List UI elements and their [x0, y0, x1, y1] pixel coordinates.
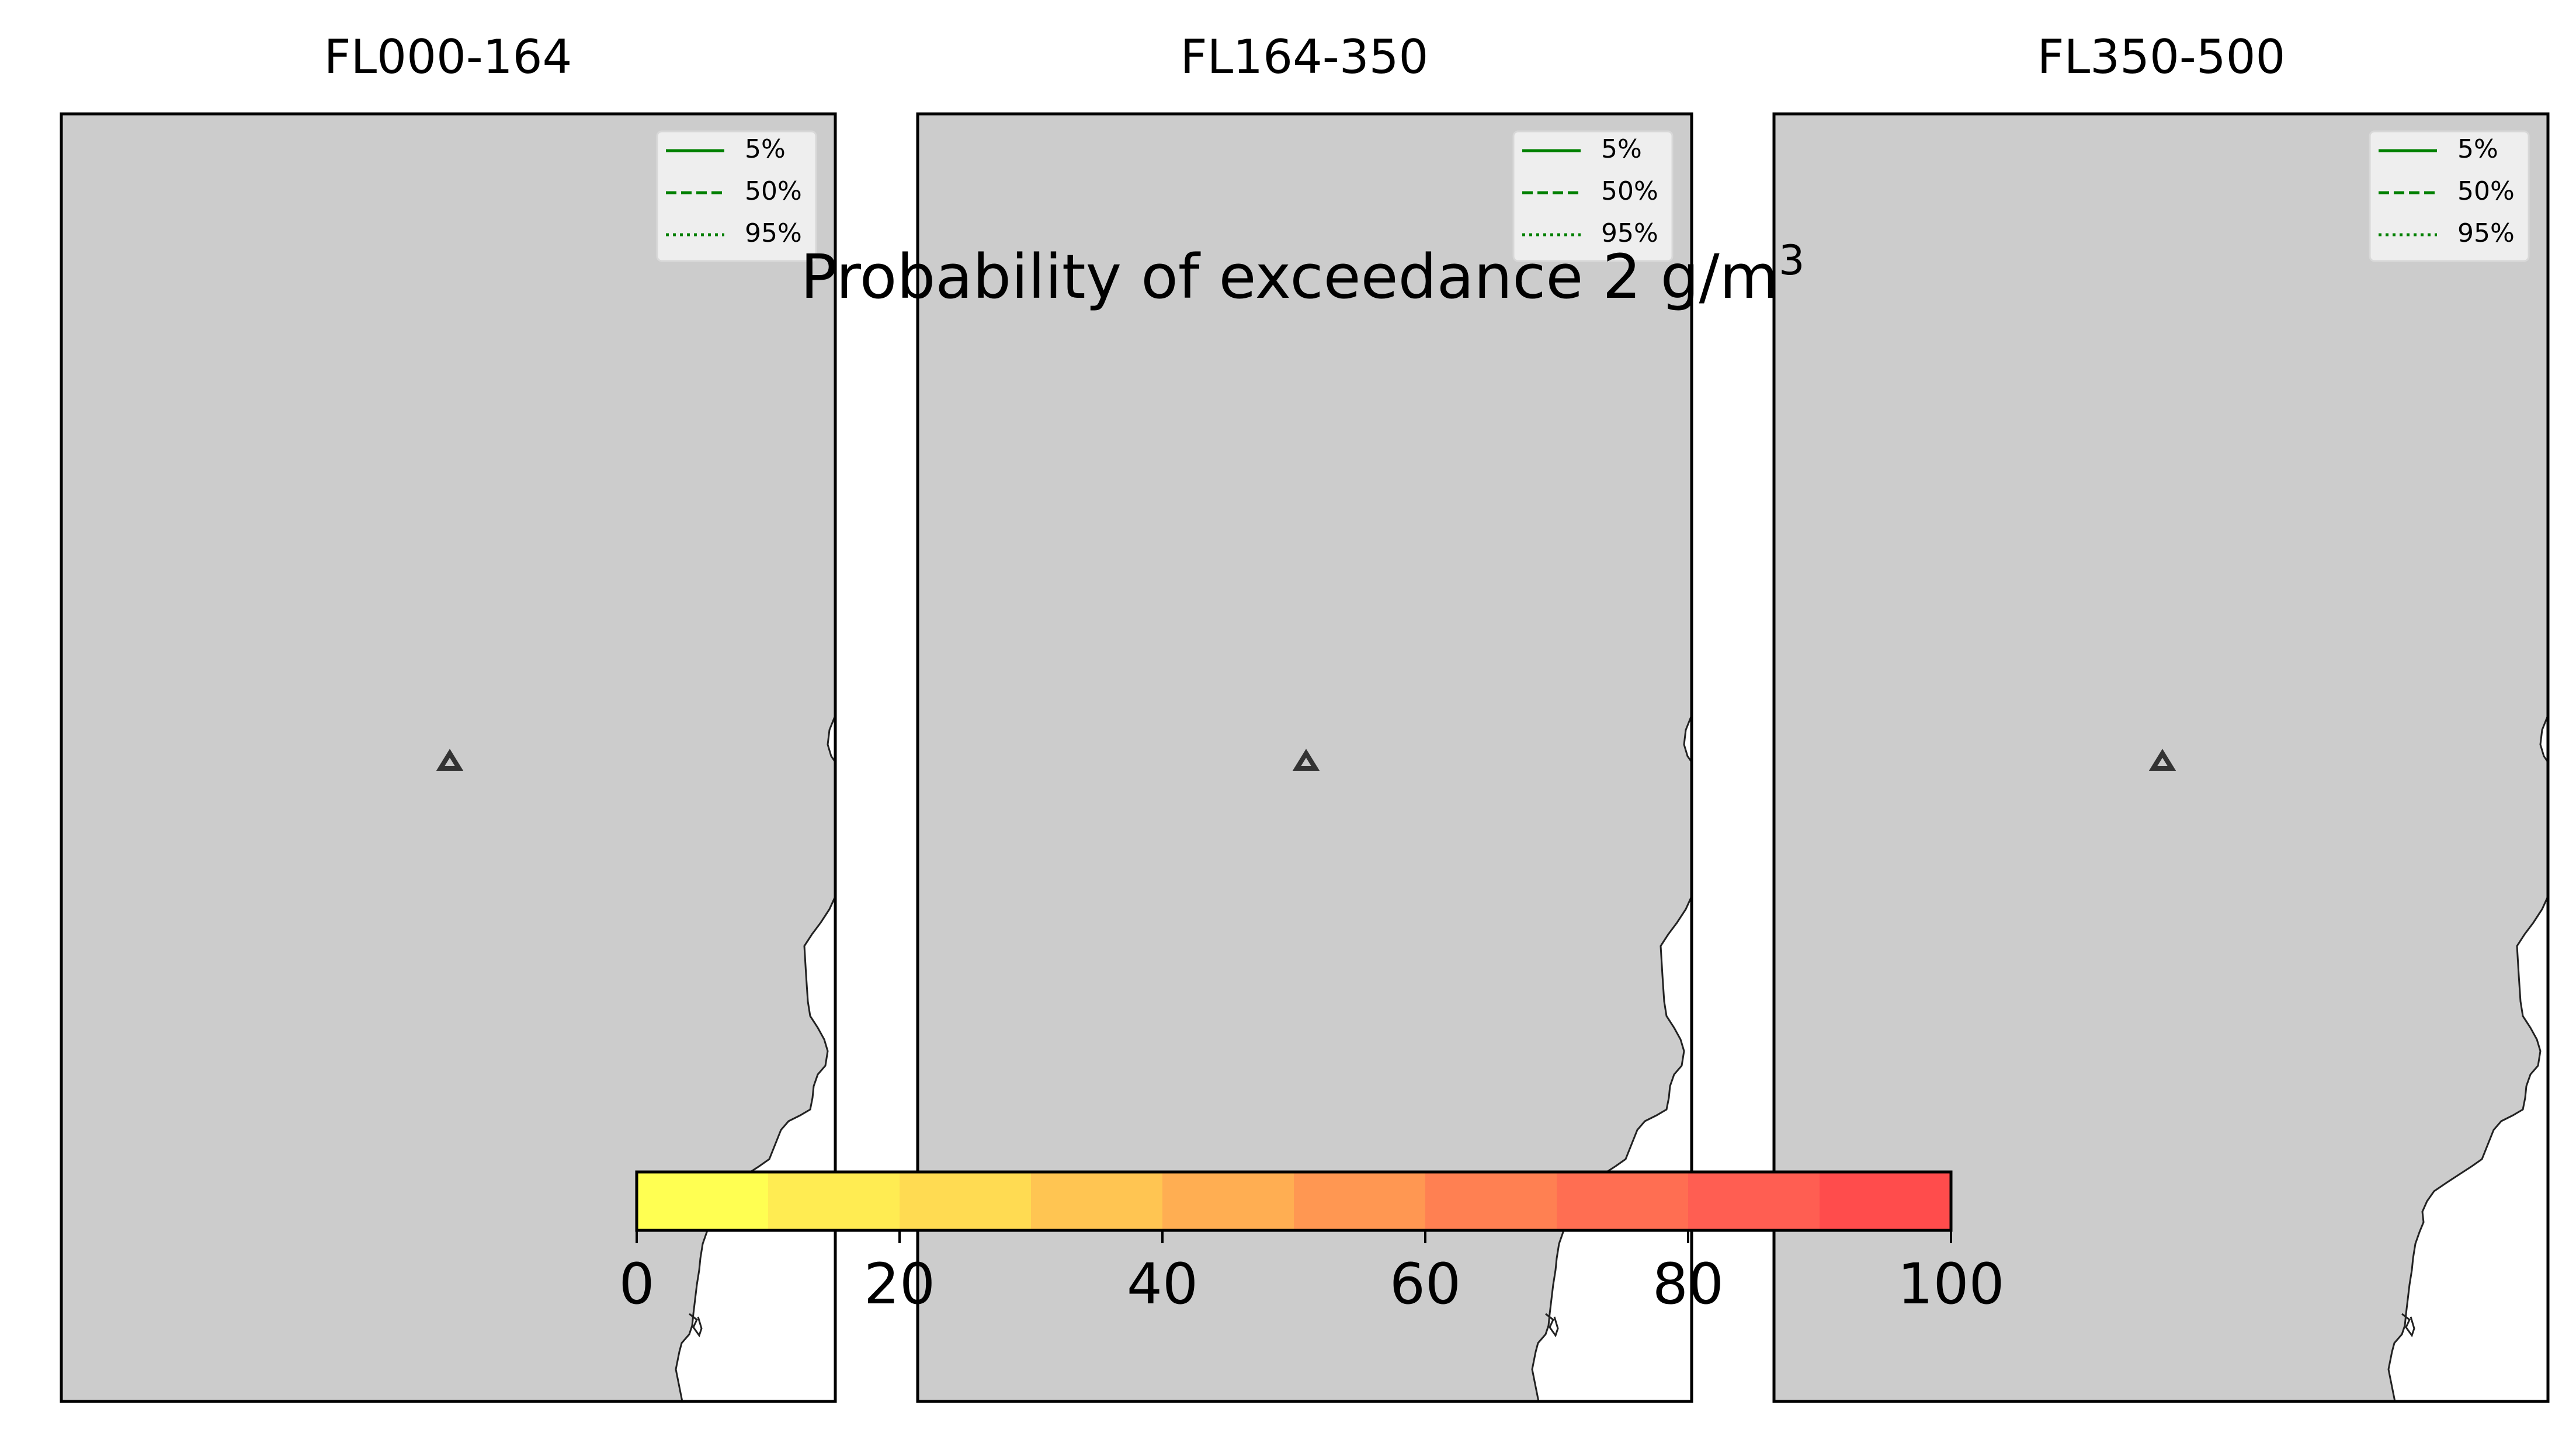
legend-box [2369, 130, 2530, 262]
legend: 5% 50% 95% [656, 130, 817, 262]
map-frame [916, 112, 1693, 1403]
colorbar-tick-label: 20 [864, 1251, 935, 1317]
colorbar-cell [768, 1172, 900, 1230]
map-frame [1772, 112, 2550, 1403]
colorbar-cell [1031, 1172, 1163, 1230]
colorbar-cell [1557, 1172, 1689, 1230]
figure-title-superscript: 3 [1779, 236, 1805, 284]
legend-label-95: 95% [745, 218, 802, 248]
colorbar-cell [1425, 1172, 1557, 1230]
legend-label-50: 50% [1601, 176, 1658, 206]
colorbar-cell [1688, 1172, 1820, 1230]
colorbar-cell [1162, 1172, 1294, 1230]
colorbar-tick-label: 80 [1652, 1251, 1724, 1317]
colorbar-tick-label: 0 [619, 1251, 654, 1317]
triangle-icon [1292, 749, 1320, 771]
legend-label-5: 5% [745, 134, 786, 164]
legend-label-5: 5% [2457, 134, 2498, 164]
panel-title: FL164-350 [1181, 30, 1429, 84]
legend-label-95: 95% [1601, 218, 1658, 248]
colorbar-tick-label: 40 [1127, 1251, 1198, 1317]
islet [2401, 1313, 2415, 1338]
islet [689, 1313, 703, 1338]
panel-title: FL000-164 [324, 30, 572, 84]
map-panel-1: FL000-164 5% 50% 95% [60, 30, 837, 1403]
panel-title: FL350-500 [2037, 30, 2286, 84]
coastline [2387, 715, 2548, 1401]
colorbar-frame [635, 1170, 1953, 1232]
colorbar-cell [1294, 1172, 1426, 1230]
coastline [675, 715, 835, 1401]
figure-title: Probability of exceedance 2 g/m3 [800, 236, 1804, 312]
legend-label-5: 5% [1601, 134, 1642, 164]
legend: 5% 50% 95% [2369, 130, 2530, 262]
colorbar-tick-label: 60 [1390, 1251, 1461, 1317]
legend: 5% 50% 95% [1512, 130, 1674, 262]
map-frame [60, 112, 837, 1403]
colorbar-cell [900, 1172, 1032, 1230]
triangle-icon [2148, 749, 2176, 771]
legend-box [656, 130, 817, 262]
islet [1545, 1313, 1559, 1338]
map-panel-3: FL350-500 5% 50% 95% [1772, 30, 2550, 1403]
coastline [1531, 715, 1692, 1401]
colorbar-cell [637, 1172, 769, 1230]
colorbar: 0 20 40 60 80 100 [619, 1170, 2005, 1317]
colorbar-cells [637, 1172, 1952, 1230]
legend-box [1512, 130, 1674, 262]
colorbar-cell [1820, 1172, 1952, 1230]
figure-title-text: Probability of exceedance 2 g/m [800, 241, 1779, 312]
legend-label-50: 50% [745, 176, 802, 206]
legend-label-50: 50% [2457, 176, 2515, 206]
colorbar-ticks: 0 20 40 60 80 100 [619, 1230, 2005, 1317]
triangle-icon [436, 749, 464, 771]
sea-area [2388, 715, 2548, 1401]
legend-label-95: 95% [2457, 218, 2515, 248]
colorbar-tick-label: 100 [1897, 1251, 2004, 1317]
